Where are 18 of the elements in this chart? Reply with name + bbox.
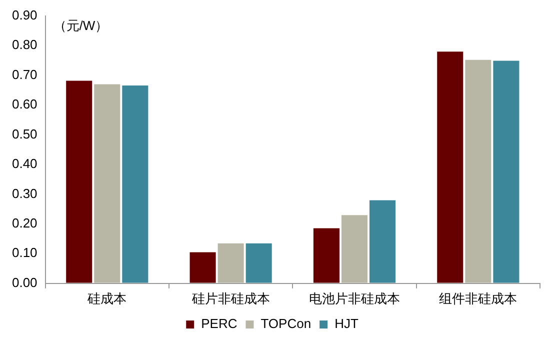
y-tick-label: 0.20 — [12, 216, 38, 231]
y-axis-title: （元/W） — [53, 18, 108, 33]
y-tick-label: 0.40 — [12, 156, 38, 172]
y-tick-label: 0.90 — [12, 7, 38, 22]
legend-label: TOPCon — [260, 316, 312, 332]
y-tick-label: 0.00 — [12, 274, 38, 290]
y-tick-label: 0.30 — [12, 186, 38, 201]
y-tick-label: 0.10 — [12, 245, 38, 260]
legend-label: PERC — [201, 316, 238, 332]
y-tick-label: 0.70 — [12, 66, 38, 82]
x-tick-label: 硅片非硅成本 — [190, 290, 270, 306]
x-tick-label: 电池片非硅成本 — [308, 290, 400, 306]
x-tick-label: 组件非硅成本 — [439, 290, 518, 306]
y-tick-label: 0.50 — [12, 126, 38, 142]
x-tick-label: 硅成本 — [86, 290, 127, 306]
y-tick-label: 0.60 — [12, 96, 38, 112]
y-tick-label: 0.80 — [12, 37, 38, 52]
legend-label: HJT — [334, 316, 358, 332]
